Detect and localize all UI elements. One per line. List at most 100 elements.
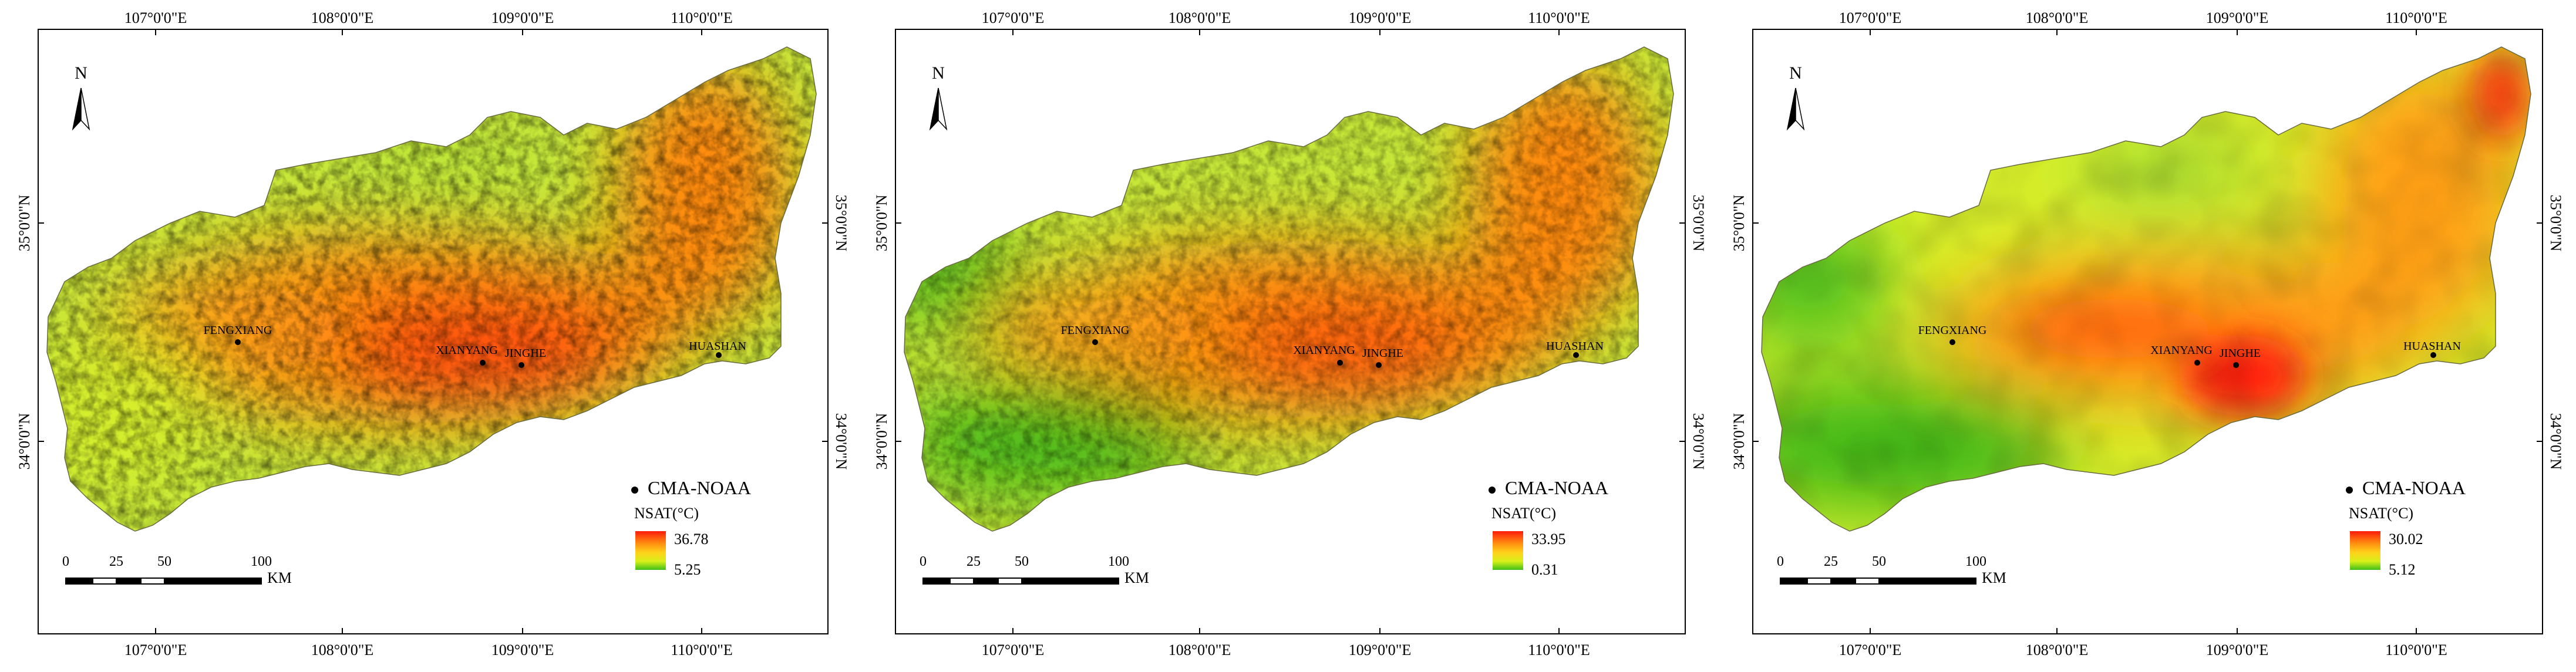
north-label: N — [932, 63, 945, 83]
map-panel-1: 107°0'0"E 108°0'0"E 109°0'0"E 110°0'0"E … — [0, 0, 850, 672]
map-canvas — [38, 29, 829, 634]
legend-max: 36.78 — [674, 531, 709, 548]
city-markers — [1092, 339, 1579, 368]
city-label: FENGXIANG — [203, 324, 272, 337]
lon-tick-bottom: 108°0'0"E — [311, 641, 374, 659]
lon-tick-top: 108°0'0"E — [2025, 9, 2089, 26]
lon-tick-bottom: 108°0'0"E — [2025, 641, 2089, 659]
color-ramp — [1493, 531, 1523, 570]
scale-tick: 50 — [1872, 554, 1886, 569]
lon-tick-top: 107°0'0"E — [124, 9, 187, 26]
station-legend: CMA-NOAA — [2346, 478, 2466, 497]
scale-tick: 50 — [1015, 554, 1029, 569]
lat-tick-right: 35°0'0"N — [833, 194, 850, 252]
city-label: JINGHE — [1362, 347, 1403, 360]
city-label: FENGXIANG — [1060, 324, 1130, 337]
legend-min: 0.31 — [1531, 561, 1558, 578]
legend-title: NSAT(°C) — [634, 505, 699, 522]
city-label: FENGXIANG — [1918, 324, 1987, 337]
color-ramp — [635, 531, 666, 570]
lon-tick-bottom: 110°0'0"E — [671, 641, 733, 659]
scale-bar — [65, 578, 262, 585]
station-legend-label: CMA-NOAA — [2362, 477, 2466, 498]
lat-tick-left: 34°0'0"N — [873, 413, 890, 470]
lon-tick-bottom: 110°0'0"E — [1528, 641, 1590, 659]
station-legend: CMA-NOAA — [631, 478, 751, 497]
station-dot-icon — [2346, 486, 2353, 494]
lat-tick-left: 35°0'0"N — [873, 194, 890, 252]
scale-bar — [922, 578, 1119, 585]
scale-unit: KM — [1982, 569, 2006, 586]
city-label: XIANYANG — [2150, 344, 2213, 357]
lat-tick-left: 35°0'0"N — [1730, 194, 1747, 252]
lon-tick-top: 110°0'0"E — [2385, 9, 2447, 26]
station-legend: CMA-NOAA — [1489, 478, 1608, 497]
lon-tick-top: 109°0'0"E — [2205, 9, 2269, 26]
lon-tick-top: 109°0'0"E — [491, 9, 554, 26]
north-label: N — [1789, 63, 1802, 83]
scale-tick: 25 — [967, 554, 981, 569]
lon-tick-bottom: 109°0'0"E — [1348, 641, 1412, 659]
legend-max: 33.95 — [1531, 531, 1566, 548]
city-label: XIANYANG — [1293, 344, 1355, 357]
color-ramp — [2350, 531, 2380, 570]
north-label: N — [75, 63, 87, 83]
scale-unit: KM — [1124, 569, 1149, 586]
map-canvas — [1752, 29, 2543, 634]
scale-tick: 0 — [62, 554, 69, 569]
lon-tick-bottom: 107°0'0"E — [124, 641, 187, 659]
scale-tick: 0 — [920, 554, 927, 569]
station-dot-icon — [1489, 486, 1496, 494]
lon-tick-top: 107°0'0"E — [981, 9, 1045, 26]
legend-min: 5.12 — [2389, 561, 2416, 578]
legend-max: 30.02 — [2389, 531, 2423, 548]
lat-tick-right: 34°0'0"N — [2547, 413, 2564, 470]
lon-tick-bottom: 107°0'0"E — [981, 641, 1045, 659]
north-arrow-icon: N — [63, 65, 99, 82]
legend-title: NSAT(°C) — [2349, 505, 2414, 522]
lon-tick-top: 110°0'0"E — [671, 9, 733, 26]
city-label: HUASHAN — [1546, 340, 1604, 353]
lon-tick-bottom: 108°0'0"E — [1168, 641, 1231, 659]
lon-tick-top: 110°0'0"E — [1528, 9, 1590, 26]
station-dot-icon — [631, 486, 638, 494]
scale-tick: 0 — [1777, 554, 1784, 569]
legend-title: NSAT(°C) — [1491, 505, 1557, 522]
lon-tick-bottom: 107°0'0"E — [1838, 641, 1902, 659]
lat-tick-right: 34°0'0"N — [1690, 413, 1707, 470]
city-markers — [235, 339, 722, 368]
scale-unit: KM — [267, 569, 292, 586]
lat-tick-left: 35°0'0"N — [16, 194, 33, 252]
city-label: HUASHAN — [689, 340, 746, 353]
scale-tick: 100 — [1965, 554, 1986, 569]
city-label: JINGHE — [2220, 347, 2261, 360]
lon-tick-top: 107°0'0"E — [1838, 9, 1902, 26]
scale-tick: 100 — [251, 554, 272, 569]
lon-tick-bottom: 109°0'0"E — [2205, 641, 2269, 659]
scale-bar — [1780, 578, 1976, 585]
lat-tick-right: 35°0'0"N — [1690, 194, 1707, 252]
station-legend-label: CMA-NOAA — [648, 477, 751, 498]
map-panel-3: 107°0'0"E 108°0'0"E 109°0'0"E 110°0'0"E … — [1715, 0, 2564, 672]
lat-tick-left: 34°0'0"N — [16, 413, 33, 470]
legend-min: 5.25 — [674, 561, 701, 578]
city-markers — [1949, 339, 2436, 368]
north-arrow-icon: N — [1778, 65, 1813, 82]
lon-tick-top: 108°0'0"E — [311, 9, 374, 26]
lon-tick-bottom: 110°0'0"E — [2385, 641, 2447, 659]
city-label: HUASHAN — [2403, 340, 2461, 353]
lat-tick-left: 34°0'0"N — [1730, 413, 1747, 470]
north-arrow-icon: N — [921, 65, 956, 82]
map-canvas — [895, 29, 1686, 634]
scale-tick: 25 — [109, 554, 123, 569]
lon-tick-top: 108°0'0"E — [1168, 9, 1231, 26]
city-label: XIANYANG — [436, 344, 498, 357]
scale-tick: 100 — [1108, 554, 1129, 569]
lat-tick-right: 35°0'0"N — [2547, 194, 2564, 252]
lon-tick-bottom: 109°0'0"E — [491, 641, 554, 659]
scale-tick: 25 — [1824, 554, 1838, 569]
lat-tick-right: 34°0'0"N — [833, 413, 850, 470]
city-label: JINGHE — [505, 347, 546, 360]
scale-tick: 50 — [157, 554, 171, 569]
map-panel-2: 107°0'0"E 108°0'0"E 109°0'0"E 110°0'0"E … — [857, 0, 1707, 672]
